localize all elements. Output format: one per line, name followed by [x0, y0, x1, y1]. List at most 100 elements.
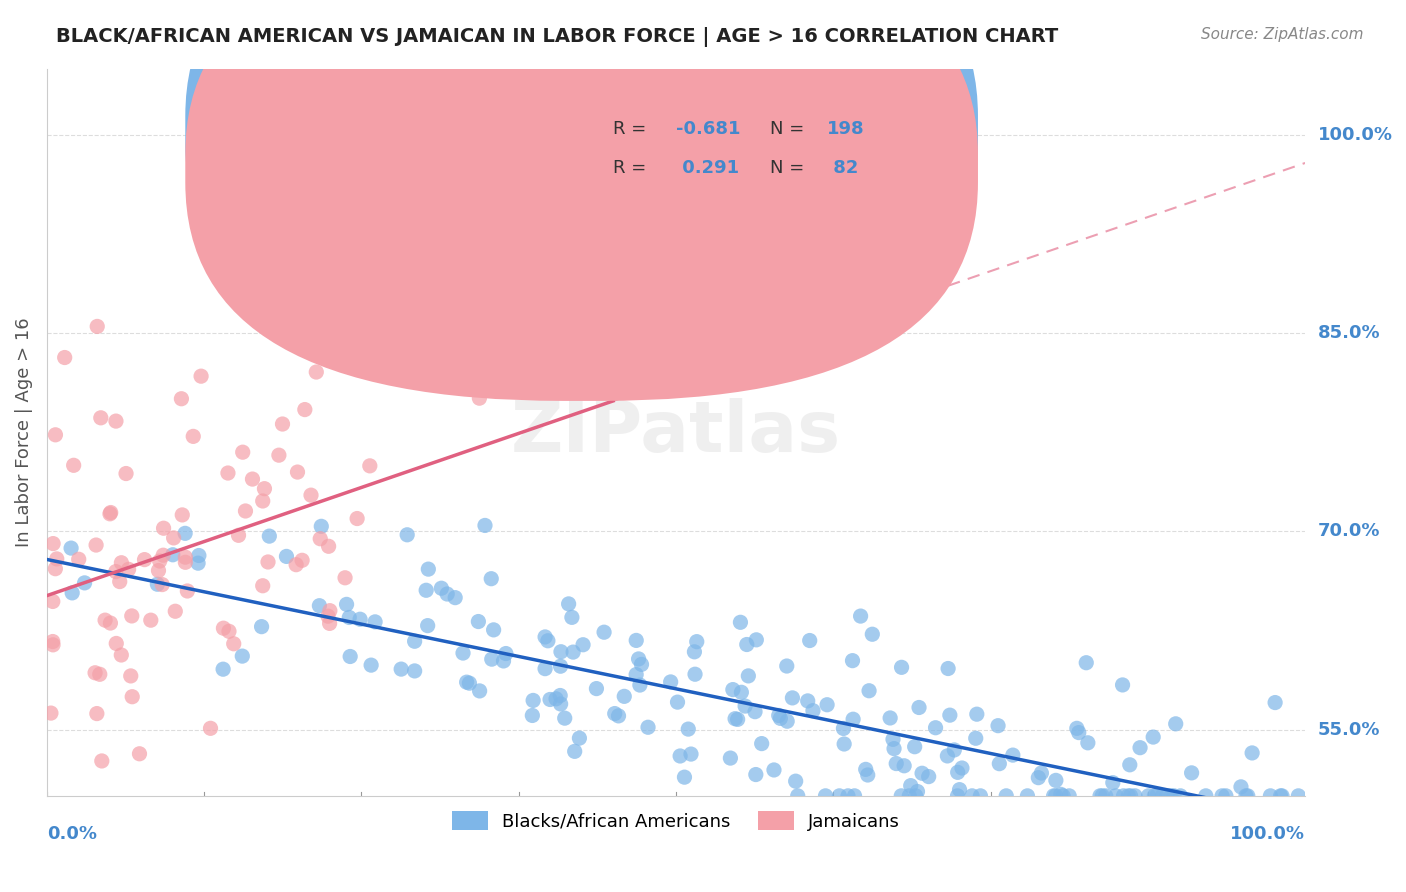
Point — [814, 789, 837, 803]
Point — [468, 684, 491, 698]
Point — [346, 511, 368, 525]
Point — [149, 554, 172, 568]
Point — [170, 392, 193, 406]
Point — [150, 577, 173, 591]
Point — [190, 369, 212, 384]
Point — [1146, 789, 1168, 803]
Point — [911, 766, 934, 780]
Point — [562, 645, 585, 659]
Point — [257, 555, 280, 569]
Text: N =: N = — [770, 120, 810, 138]
Point — [139, 613, 162, 627]
Point — [418, 562, 440, 576]
Point — [235, 504, 257, 518]
Text: R =: R = — [613, 159, 652, 178]
Point — [128, 747, 150, 761]
Point — [1028, 771, 1050, 785]
Point — [404, 664, 426, 678]
Point — [883, 741, 905, 756]
Point — [1195, 789, 1218, 803]
Point — [60, 541, 83, 555]
Point — [121, 609, 143, 624]
Point — [337, 610, 360, 624]
Point — [1241, 746, 1264, 760]
Point — [966, 707, 988, 722]
Point — [936, 748, 959, 763]
Point — [572, 638, 595, 652]
Point — [231, 649, 253, 664]
Point — [607, 709, 630, 723]
Point — [744, 705, 766, 719]
Point — [1049, 788, 1071, 802]
Point — [745, 632, 768, 647]
Point — [918, 770, 941, 784]
Point — [769, 711, 792, 725]
Point — [513, 342, 536, 356]
Point — [100, 615, 122, 630]
Point — [666, 695, 689, 709]
Point — [782, 690, 804, 705]
Point — [1264, 696, 1286, 710]
Text: 55.0%: 55.0% — [1317, 721, 1381, 739]
Point — [271, 417, 294, 431]
Text: 0.0%: 0.0% — [46, 825, 97, 843]
Point — [735, 638, 758, 652]
Point — [786, 789, 808, 803]
Point — [267, 448, 290, 462]
Point — [44, 427, 66, 442]
Point — [1101, 775, 1123, 789]
Point — [252, 579, 274, 593]
Point — [308, 599, 330, 613]
Point — [285, 558, 308, 572]
Point — [879, 711, 901, 725]
Point — [1111, 678, 1133, 692]
Point — [1143, 789, 1166, 803]
Point — [1116, 789, 1139, 803]
Point — [1271, 789, 1294, 803]
Point — [222, 637, 245, 651]
Text: ZIPatlas: ZIPatlas — [510, 398, 841, 467]
Point — [1057, 789, 1080, 803]
Point — [785, 774, 807, 789]
Point — [568, 731, 591, 745]
Point — [856, 768, 879, 782]
Point — [389, 662, 412, 676]
Point — [1031, 766, 1053, 780]
Point — [492, 654, 515, 668]
Point — [965, 731, 987, 746]
Point — [745, 767, 768, 781]
Point — [474, 518, 496, 533]
Point — [176, 584, 198, 599]
Point — [718, 751, 741, 765]
Text: Source: ZipAtlas.com: Source: ZipAtlas.com — [1201, 27, 1364, 42]
Point — [1067, 725, 1090, 739]
Point — [42, 536, 65, 550]
Point — [1234, 789, 1257, 803]
Point — [860, 627, 883, 641]
Point — [311, 519, 333, 533]
Point — [898, 789, 921, 803]
Text: 100.0%: 100.0% — [1317, 126, 1393, 144]
Point — [801, 704, 824, 718]
Point — [1123, 789, 1146, 803]
Point — [893, 758, 915, 772]
Point — [1001, 748, 1024, 763]
Point — [458, 676, 481, 690]
Point — [467, 615, 489, 629]
Point — [721, 682, 744, 697]
Point — [1066, 722, 1088, 736]
Point — [333, 571, 356, 585]
Point — [104, 565, 127, 579]
Point — [253, 482, 276, 496]
Point — [242, 472, 264, 486]
Point — [673, 770, 696, 784]
Point — [844, 789, 866, 803]
Point — [936, 661, 959, 675]
Point — [546, 691, 568, 706]
Point — [1142, 730, 1164, 744]
Point — [444, 591, 467, 605]
Point — [950, 761, 973, 775]
Point — [187, 549, 209, 563]
Point — [762, 763, 785, 777]
Point — [200, 721, 222, 735]
